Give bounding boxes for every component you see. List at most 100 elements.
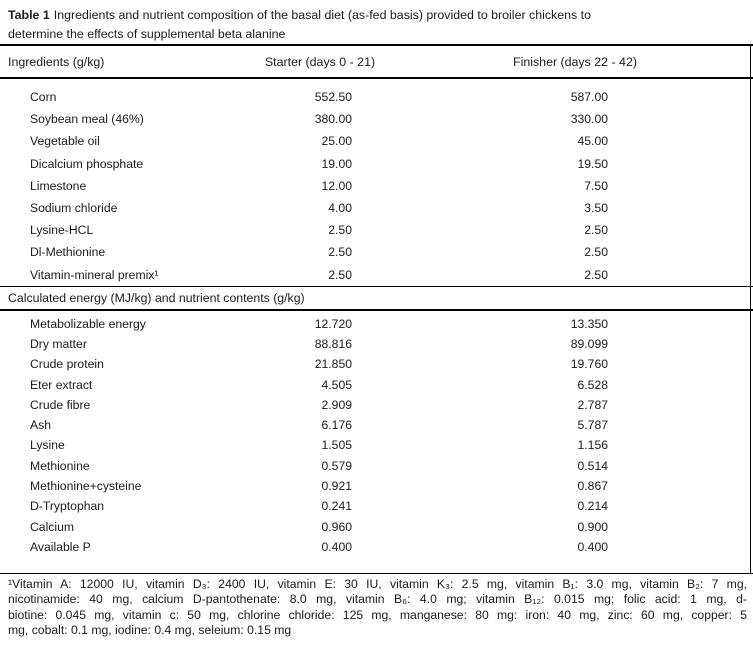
- table-row: Crude protein 21.850 19.760: [0, 354, 753, 374]
- row-label: Methionine+cysteine: [30, 479, 142, 494]
- table-row: Metabolizable energy 12.720 13.350: [0, 314, 753, 334]
- finisher-value: 330.00: [570, 112, 608, 127]
- row-label: Dl-Methionine: [30, 245, 106, 260]
- table-row: Lysine 1.505 1.156: [0, 435, 753, 455]
- finisher-value: 0.514: [577, 458, 609, 473]
- finisher-value: 89.099: [570, 336, 608, 351]
- table-right-border: [750, 46, 752, 574]
- table-row: Limestone 12.00 7.50: [0, 175, 753, 197]
- row-label: Eter extract: [30, 377, 93, 392]
- starter-value: 0.241: [321, 499, 353, 514]
- starter-value: 19.00: [321, 156, 353, 171]
- finisher-value: 7.50: [584, 178, 608, 193]
- starter-value: 0.400: [321, 539, 353, 554]
- ingredients-section: Corn 552.50 587.00 Soybean meal (46%) 38…: [0, 79, 753, 286]
- row-label: Crude fibre: [30, 397, 91, 412]
- finisher-value: 3.50: [584, 200, 608, 215]
- table-row: Crude fibre 2.909 2.787: [0, 395, 753, 415]
- nutrients-section: Metabolizable energy 12.720 13.350 Dry m…: [0, 311, 753, 558]
- finisher-value: 13.350: [570, 316, 608, 331]
- starter-value: 25.00: [321, 134, 353, 149]
- table-row: Dicalcium phosphate 19.00 19.50: [0, 153, 753, 175]
- row-label: Ash: [30, 418, 52, 433]
- row-label: Vitamin-mineral premix¹: [30, 267, 159, 282]
- column-header-ingredients: Ingredients (g/kg): [8, 54, 105, 69]
- starter-value: 0.579: [321, 458, 353, 473]
- row-label: Crude protein: [30, 357, 104, 372]
- starter-value: 88.816: [314, 336, 352, 351]
- caption-line-2: determine the effects of supplemental be…: [8, 27, 286, 41]
- starter-value: 380.00: [314, 112, 352, 127]
- finisher-value: 2.787: [577, 397, 609, 412]
- section-header-calculated-energy: Calculated energy (MJ/kg) and nutrient c…: [0, 285, 753, 311]
- finisher-value: 0.214: [577, 499, 609, 514]
- footnote-line-4: mg, cobalt: 0.1 mg, iodine: 0.4 mg, sele…: [8, 622, 292, 637]
- row-label: Lysine-HCL: [30, 223, 94, 238]
- starter-value: 2.50: [328, 245, 352, 260]
- table-row: Available P 0.400 0.400: [0, 537, 753, 557]
- table-row: Vegetable oil 25.00 45.00: [0, 130, 753, 152]
- finisher-value: 0.900: [577, 519, 609, 534]
- starter-value: 552.50: [314, 90, 352, 104]
- table-row: Lysine-HCL 2.50 2.50: [0, 219, 753, 241]
- table-row: Sodium chloride 4.00 3.50: [0, 197, 753, 219]
- starter-value: 0.960: [321, 519, 353, 534]
- row-label: Vegetable oil: [30, 134, 100, 149]
- row-label: Sodium chloride: [30, 200, 118, 215]
- table-row: Vitamin-mineral premix¹ 2.50 2.50: [0, 264, 753, 286]
- table-row: Methionine 0.579 0.514: [0, 456, 753, 476]
- table-row: Calcium 0.960 0.900: [0, 517, 753, 537]
- row-label: Dicalcium phosphate: [30, 156, 144, 171]
- table-header-row: Ingredients (g/kg) Starter (days 0 - 21)…: [0, 46, 753, 79]
- starter-value: 2.50: [328, 267, 352, 282]
- table-row: Dry matter 88.816 89.099: [0, 334, 753, 354]
- row-label: Calcium: [30, 519, 75, 534]
- finisher-value: 2.50: [584, 245, 608, 260]
- finisher-value: 19.760: [570, 357, 608, 372]
- table-footnote: ¹Vitamin A: 12000 IU, vitamin D₃: 2400 I…: [0, 573, 753, 638]
- row-label: Limestone: [30, 178, 87, 193]
- footnote-line-2: nicotinamide: 40 mg, calcium D-pantothen…: [8, 592, 747, 607]
- row-label: Available P: [30, 539, 91, 554]
- starter-value: 6.176: [321, 418, 353, 433]
- row-label: Soybean meal (46%): [30, 112, 144, 127]
- table-caption: Table 1 Ingredients and nutrient composit…: [0, 0, 753, 44]
- table-row: Corn 552.50 587.00: [0, 86, 753, 108]
- nutrition-table: Ingredients (g/kg) Starter (days 0 - 21)…: [0, 44, 753, 638]
- starter-value: 4.505: [321, 377, 353, 392]
- finisher-value: 19.50: [577, 156, 609, 171]
- table-number-label: Table 1: [8, 8, 50, 22]
- starter-value: 0.921: [321, 479, 353, 494]
- row-label: Metabolizable energy: [30, 316, 146, 331]
- table-row: D-Tryptophan 0.241 0.214: [0, 496, 753, 516]
- table-row: Methionine+cysteine 0.921 0.867: [0, 476, 753, 496]
- table-row: Eter extract 4.505 6.528: [0, 375, 753, 395]
- finisher-value: 2.50: [584, 267, 608, 282]
- footnote-line-1: ¹Vitamin A: 12000 IU, vitamin D₃: 2400 I…: [8, 577, 747, 592]
- starter-value: 12.720: [314, 316, 352, 331]
- finisher-value: 45.00: [577, 134, 609, 149]
- caption-text-1: Ingredients and nutrient composition of …: [53, 8, 592, 22]
- starter-value: 12.00: [321, 178, 353, 193]
- row-label: Corn: [30, 90, 57, 104]
- table-row: Ash 6.176 5.787: [0, 415, 753, 435]
- starter-value: 21.850: [314, 357, 352, 372]
- finisher-value: 1.156: [577, 438, 609, 453]
- finisher-value: 0.867: [577, 479, 609, 494]
- finisher-value: 587.00: [570, 90, 608, 104]
- starter-value: 2.909: [321, 397, 353, 412]
- footnote-line-3: biotine: 0.045 mg, vitamin c: 50 mg, chl…: [8, 607, 747, 622]
- caption-line-1: Table 1 Ingredients and nutrient composit…: [8, 6, 745, 25]
- starter-value: 4.00: [328, 200, 352, 215]
- finisher-value: 6.528: [577, 377, 609, 392]
- row-label: Lysine: [30, 438, 65, 453]
- starter-value: 2.50: [328, 223, 352, 238]
- row-label: Dry matter: [30, 336, 87, 351]
- column-header-finisher: Finisher (days 22 - 42): [513, 54, 637, 69]
- row-label: Methionine: [30, 458, 90, 473]
- finisher-value: 5.787: [577, 418, 609, 433]
- table-row: Dl-Methionine 2.50 2.50: [0, 241, 753, 263]
- finisher-value: 0.400: [577, 539, 609, 554]
- spacer: [0, 557, 753, 573]
